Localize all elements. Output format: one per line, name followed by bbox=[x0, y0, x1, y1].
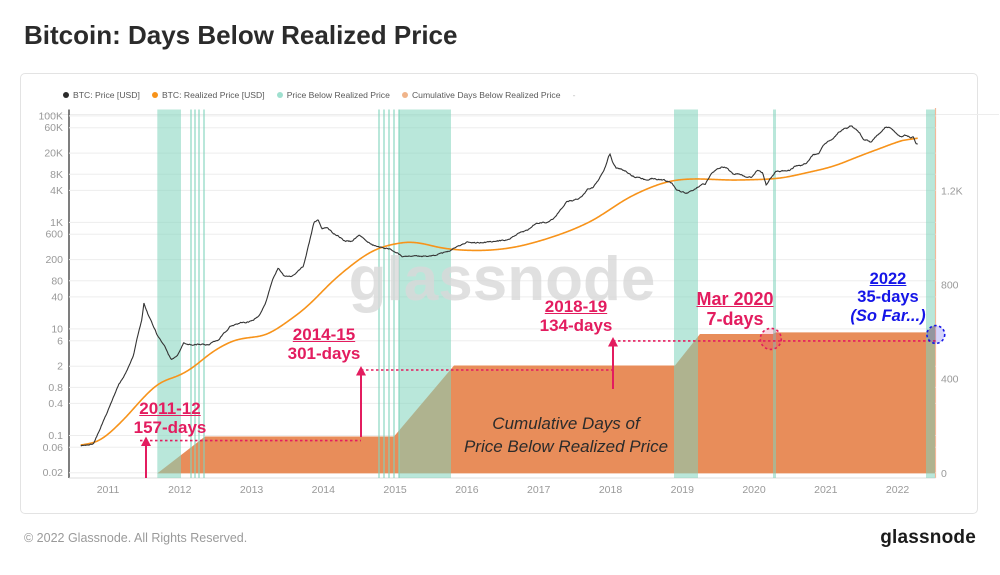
svg-text:400: 400 bbox=[941, 374, 959, 386]
svg-text:0.02: 0.02 bbox=[43, 467, 64, 479]
svg-text:0.8: 0.8 bbox=[48, 382, 63, 394]
svg-text:2017: 2017 bbox=[527, 484, 551, 496]
svg-text:2012: 2012 bbox=[168, 484, 192, 496]
svg-text:4K: 4K bbox=[50, 185, 63, 197]
svg-text:0.4: 0.4 bbox=[48, 398, 63, 410]
svg-text:2011: 2011 bbox=[97, 484, 120, 496]
svg-text:2014: 2014 bbox=[312, 484, 336, 496]
svg-text:10: 10 bbox=[51, 323, 63, 335]
svg-text:80: 80 bbox=[51, 275, 63, 287]
svg-text:60K: 60K bbox=[44, 122, 63, 134]
svg-text:200: 200 bbox=[45, 254, 63, 266]
svg-text:0.06: 0.06 bbox=[43, 442, 64, 454]
svg-text:2016: 2016 bbox=[455, 484, 479, 496]
svg-text:800: 800 bbox=[941, 280, 959, 292]
svg-text:40: 40 bbox=[51, 291, 63, 303]
svg-text:0.1: 0.1 bbox=[48, 430, 63, 442]
svg-text:1.2K: 1.2K bbox=[941, 185, 963, 197]
svg-text:8K: 8K bbox=[50, 169, 63, 181]
svg-text:20K: 20K bbox=[44, 148, 63, 160]
svg-text:2019: 2019 bbox=[671, 484, 695, 496]
svg-text:600: 600 bbox=[45, 229, 63, 241]
svg-text:2: 2 bbox=[57, 361, 63, 373]
svg-text:2022: 2022 bbox=[886, 484, 910, 496]
svg-text:6: 6 bbox=[57, 335, 63, 347]
svg-text:1K: 1K bbox=[50, 217, 63, 229]
svg-text:0: 0 bbox=[941, 468, 947, 480]
svg-text:2020: 2020 bbox=[742, 484, 766, 496]
svg-text:100K: 100K bbox=[38, 110, 63, 122]
svg-text:2021: 2021 bbox=[814, 484, 838, 496]
svg-text:2018: 2018 bbox=[599, 484, 623, 496]
svg-text:2013: 2013 bbox=[240, 484, 264, 496]
svg-text:2015: 2015 bbox=[383, 484, 407, 496]
